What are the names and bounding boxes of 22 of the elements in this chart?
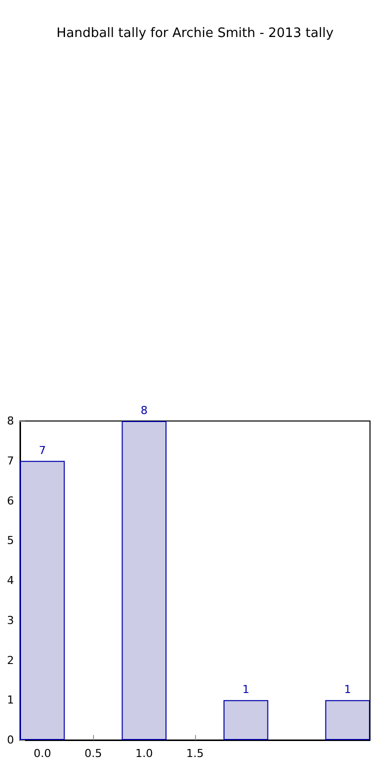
y-tick-label: 3 <box>7 614 14 627</box>
bar <box>20 460 65 740</box>
x-tick-label: 1.5 <box>186 747 204 760</box>
data-label: 1 <box>344 683 352 696</box>
y-tick-label: 8 <box>7 414 14 428</box>
data-label: 8 <box>140 404 148 417</box>
y-tick-label: 2 <box>7 654 14 667</box>
bar <box>122 421 167 740</box>
y-tick-label: 5 <box>7 534 14 548</box>
x-tick-label: 0.0 <box>34 747 52 760</box>
y-tick-label: 7 <box>7 454 14 468</box>
y-tick-label: 1 <box>7 694 14 707</box>
y-tick-label: 6 <box>7 494 14 508</box>
bar <box>325 700 370 740</box>
chart-title: Handball tally for Archie Smith - 2013 tally <box>56 26 334 41</box>
x-tick-label: 0.5 <box>84 747 102 760</box>
y-tick-label: 4 <box>7 574 14 587</box>
x-tick-label: 1.0 <box>135 747 153 760</box>
data-label: 1 <box>242 683 250 696</box>
data-label: 7 <box>38 444 46 457</box>
y-tick-label: 0 <box>7 734 14 746</box>
bar <box>223 700 268 740</box>
